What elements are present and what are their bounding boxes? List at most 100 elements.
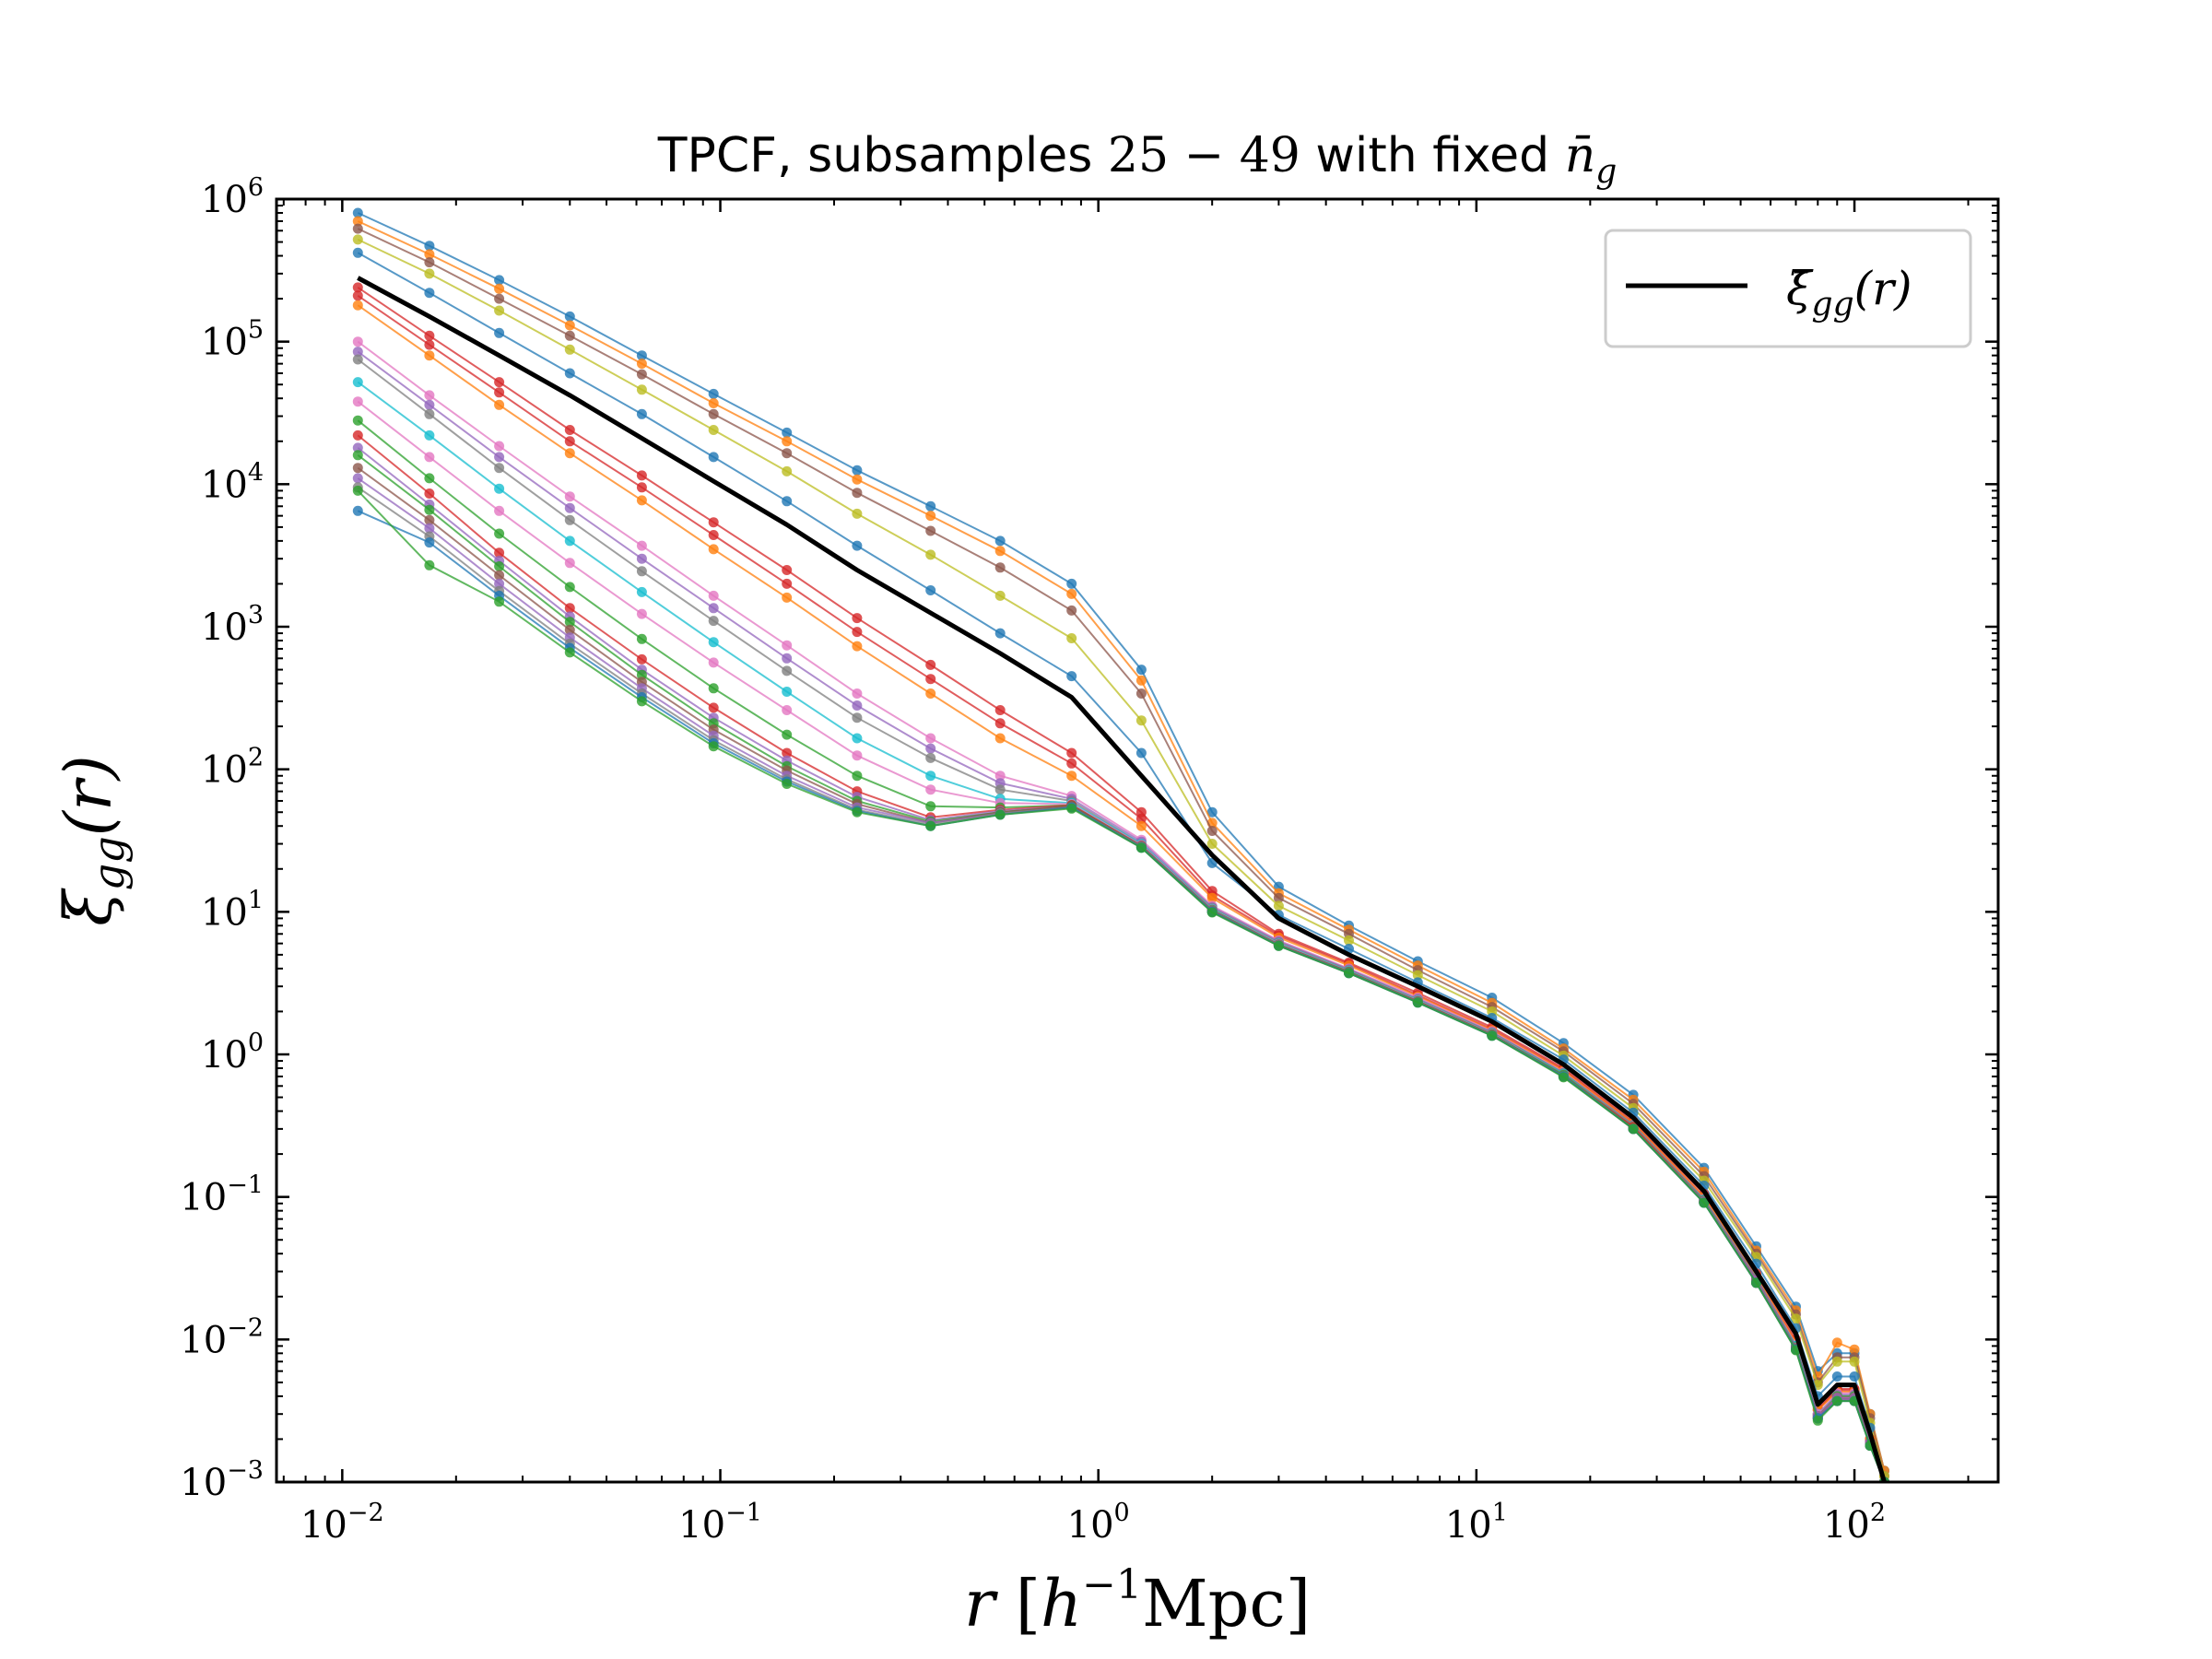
- legend: ξ̄gg(r): [1604, 229, 1972, 348]
- series-22-point-9: [925, 820, 936, 831]
- x-axis-ticks: 10−2 10−1 100 101 102: [282, 199, 1970, 1547]
- series-4: [352, 234, 1889, 1482]
- series-3-point-1: [352, 223, 363, 234]
- series-4-point-3: [494, 305, 505, 316]
- series-line-7: [357, 294, 1886, 1482]
- series-21-point-1: [352, 505, 363, 516]
- series-5-point-2: [424, 288, 435, 299]
- series-17-point-4: [564, 617, 575, 628]
- series-5-point-10: [994, 628, 1006, 639]
- series-4-point-15: [1344, 935, 1354, 946]
- series-2-point-3: [494, 283, 505, 294]
- series-4-point-9: [925, 549, 936, 560]
- series-6-point-7: [782, 565, 793, 575]
- series-4-point-22: [1791, 1313, 1801, 1324]
- series-14: [352, 415, 1889, 1482]
- series-1-point-3: [494, 275, 505, 286]
- y-tick-label-8: 104: [201, 458, 264, 506]
- series-15-point-3: [494, 547, 505, 559]
- series-11-point-5: [636, 566, 647, 577]
- series-13-point-1: [352, 396, 363, 407]
- series-22-point-11: [1066, 803, 1077, 814]
- series-line-17: [357, 454, 1886, 1482]
- series-11-point-9: [925, 752, 936, 763]
- series-2-point-6: [708, 398, 719, 408]
- series-1-point-11: [1066, 578, 1077, 589]
- series-22-point-7: [782, 779, 793, 789]
- series-8-point-8: [852, 641, 863, 652]
- legend-label-mean: ξ̄gg(r): [1786, 262, 1912, 324]
- title-symbol: n̄: [1565, 128, 1596, 183]
- series-6-point-10: [994, 705, 1006, 715]
- series-7-point-9: [925, 674, 936, 685]
- series-12-point-6: [708, 637, 719, 648]
- series-2-point-8: [852, 474, 863, 485]
- series-1-point-2: [424, 241, 435, 252]
- series-12-point-2: [424, 429, 435, 441]
- series-3-point-10: [994, 562, 1006, 573]
- title-prefix: TPCF, subsamples: [657, 128, 1108, 183]
- series-13: [352, 396, 1889, 1482]
- series-3-point-4: [564, 330, 575, 341]
- series-15-point-2: [424, 488, 435, 499]
- series-7: [352, 290, 1889, 1482]
- series-9-point-6: [708, 590, 719, 601]
- series-22-point-2: [424, 559, 435, 571]
- title-symbol-sub: g: [1595, 153, 1617, 191]
- series-14-point-4: [564, 582, 575, 593]
- series-6: [352, 282, 1889, 1482]
- series-3-point-13: [1206, 826, 1218, 836]
- series-2-point-11: [1066, 588, 1077, 599]
- series-12-point-7: [782, 687, 793, 697]
- y-axis-ticks: 10−3 10−2 10−1 100 101 102 103 104 105 106: [180, 173, 1998, 1504]
- series-7-point-1: [352, 290, 363, 301]
- series-4-point-5: [636, 384, 647, 395]
- x-tick-label-2: 10−1: [678, 1499, 762, 1547]
- series-11-point-6: [708, 616, 719, 627]
- x-label-unit: Mpc: [1142, 1566, 1286, 1641]
- series-1-point-1: [352, 207, 363, 218]
- series-7-point-6: [708, 530, 719, 540]
- series-22: [352, 485, 1889, 1482]
- x-tick-label-1: 10−2: [300, 1499, 384, 1547]
- series-8-point-10: [994, 733, 1006, 744]
- series-2-point-7: [782, 436, 793, 447]
- y-label-sym: ξ: [51, 888, 126, 926]
- series-16: [352, 442, 1889, 1482]
- series-13-point-2: [424, 452, 435, 463]
- series-1-point-12: [1135, 665, 1147, 676]
- series-18-point-1: [352, 463, 363, 474]
- series-3: [352, 223, 1889, 1482]
- series-8-point-7: [782, 592, 793, 603]
- y-tick-label-9: 105: [201, 316, 264, 364]
- series-22-point-5: [636, 696, 647, 707]
- series-5-point-25: [1849, 1371, 1860, 1382]
- series-15-point-7: [782, 747, 793, 759]
- series-15-point-4: [564, 603, 575, 614]
- series-7-point-8: [852, 627, 863, 638]
- series-22-point-17: [1487, 1030, 1498, 1041]
- series-2-point-24: [1831, 1337, 1842, 1348]
- series-22-point-10: [994, 809, 1006, 820]
- series-3-point-14: [1273, 892, 1284, 903]
- series-line-9: [357, 340, 1886, 1482]
- series-line-16: [357, 447, 1886, 1482]
- chart-title: TPCF, subsamples 25 − 49 with fixed n̄g: [657, 128, 1618, 191]
- x-label-close: ]: [1286, 1566, 1311, 1641]
- series-12-point-3: [494, 483, 505, 494]
- y-tick-label-7: 103: [201, 601, 264, 649]
- series-22-point-13: [1206, 907, 1218, 918]
- x-tick-label-3: 100: [1067, 1499, 1130, 1547]
- series-5-point-9: [925, 585, 936, 595]
- series-22-point-4: [564, 647, 575, 658]
- series-10-point-4: [564, 502, 575, 513]
- series-5: [352, 247, 1889, 1482]
- series-2-point-9: [925, 511, 936, 522]
- series-18: [352, 463, 1889, 1482]
- series-3-point-3: [494, 293, 505, 304]
- series-22-point-1: [352, 485, 363, 496]
- series-17-point-2: [424, 504, 435, 515]
- series-18-point-2: [424, 514, 435, 525]
- series-9-point-3: [494, 441, 505, 452]
